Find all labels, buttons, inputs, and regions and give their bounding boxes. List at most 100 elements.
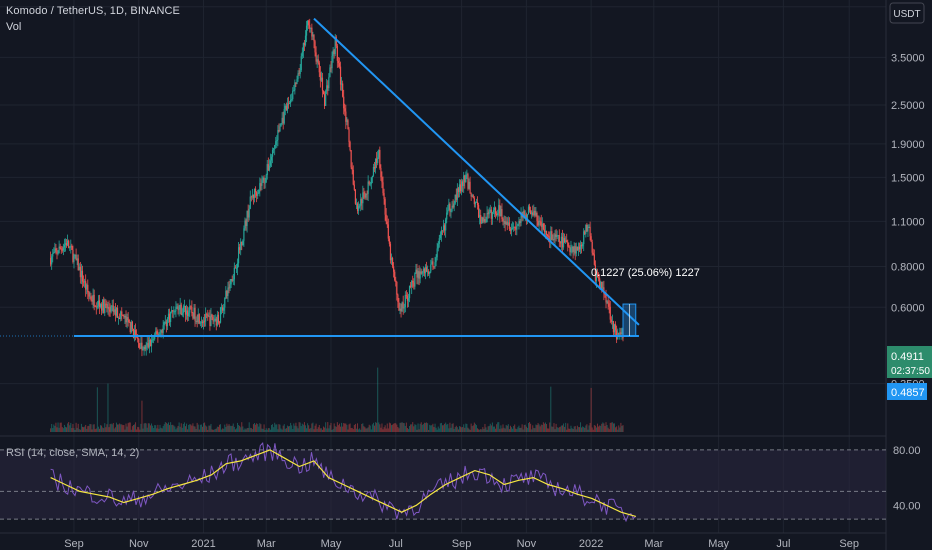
- candle-body: [576, 246, 578, 251]
- candle-body: [116, 307, 119, 318]
- countdown-value: 02:37:50: [891, 366, 930, 377]
- candle-body: [511, 227, 514, 229]
- candle-body: [174, 311, 176, 312]
- volume-bar: [534, 428, 536, 432]
- currency-button[interactable]: [889, 2, 925, 24]
- candle-body: [62, 247, 64, 251]
- volume-bar: [298, 422, 300, 432]
- candle-body: [155, 331, 157, 335]
- measure-tool: 0.1227 (25.06%) 1227: [591, 267, 700, 337]
- candle-body: [61, 249, 63, 251]
- candle-body: [231, 279, 233, 281]
- candle-body: [363, 192, 365, 194]
- volume-bar: [309, 428, 311, 432]
- candle-body: [477, 204, 480, 218]
- candle-body: [90, 296, 92, 301]
- volume-bar: [50, 428, 52, 432]
- volume-bar: [548, 428, 550, 432]
- volume-bar: [108, 427, 110, 432]
- candle-body: [366, 193, 368, 195]
- candle-body: [614, 324, 617, 331]
- volume-bar: [329, 425, 331, 432]
- candle-body: [242, 240, 244, 246]
- candle-body: [370, 177, 372, 184]
- volume-bar: [368, 424, 370, 432]
- candle-body: [270, 156, 273, 161]
- candle-body: [205, 313, 207, 322]
- candle-body: [51, 256, 53, 265]
- volume-bar: [72, 424, 74, 432]
- volume-bar: [215, 428, 217, 432]
- volume-bar: [191, 425, 193, 432]
- volume-bar: [594, 425, 596, 432]
- volume-bar: [395, 423, 397, 432]
- candle-body: [261, 180, 263, 186]
- candle-body: [295, 82, 297, 84]
- descending-trendline[interactable]: [313, 17, 640, 326]
- candle-body: [98, 300, 101, 307]
- volume-bar: [159, 424, 161, 432]
- candle-body: [369, 183, 371, 185]
- candle-body: [185, 310, 188, 315]
- volume-bar: [161, 428, 163, 432]
- candle-body: [607, 301, 609, 304]
- candle-body: [532, 212, 534, 216]
- volume-bar: [353, 424, 355, 432]
- candle-body: [415, 269, 417, 274]
- volume-bar: [483, 428, 485, 432]
- volume-bar: [504, 428, 506, 432]
- candle-body: [133, 330, 136, 338]
- candle-body: [618, 333, 620, 335]
- volume-bar: [563, 423, 565, 432]
- candle-body: [487, 212, 489, 215]
- candle-body: [390, 257, 393, 261]
- volume-bar: [195, 428, 197, 432]
- volume-bar: [341, 422, 343, 432]
- candle-body: [497, 213, 499, 216]
- candle-body: [309, 24, 311, 29]
- candle-body: [187, 310, 189, 317]
- candle-body: [151, 339, 154, 341]
- time-tick-label: Jul: [389, 538, 403, 550]
- candle-body: [567, 242, 569, 247]
- volume-bar: [525, 426, 527, 432]
- candle-body: [67, 240, 69, 246]
- candle-body: [68, 240, 70, 248]
- volume-bar: [199, 424, 201, 432]
- volume-bar: [597, 423, 599, 432]
- volume-bar: [200, 424, 202, 432]
- candle-body: [268, 165, 270, 171]
- volume-bar: [421, 424, 423, 432]
- volume-bar: [273, 427, 275, 432]
- candle-body: [587, 227, 589, 232]
- candle-body: [75, 254, 77, 261]
- volume-bar: [210, 423, 212, 432]
- volume-bar: [302, 424, 304, 432]
- volume-bar: [431, 425, 433, 432]
- candle-body: [433, 266, 435, 268]
- candle-body: [262, 177, 264, 181]
- volume-bar: [608, 429, 610, 432]
- candle-body: [593, 254, 595, 265]
- candle-body: [256, 192, 258, 196]
- candle-body: [298, 73, 300, 75]
- volume-bar: [484, 423, 486, 432]
- candle-body: [452, 205, 454, 208]
- candle-body: [476, 201, 479, 205]
- volume-bar: [552, 426, 554, 432]
- volume-bar: [103, 428, 105, 432]
- volume-bar: [599, 425, 601, 432]
- candle-body: [343, 96, 345, 109]
- volume-bar: [544, 422, 546, 432]
- volume-bar: [397, 426, 399, 432]
- volume-bar: [585, 425, 587, 432]
- volume-bar: [419, 423, 421, 432]
- candle-body: [528, 206, 531, 211]
- candle-body: [514, 226, 516, 228]
- volume-bar: [111, 424, 113, 432]
- candle-body: [59, 246, 61, 249]
- volume-bar: [359, 428, 361, 432]
- candle-body: [541, 223, 543, 227]
- volume-bar: [207, 429, 209, 432]
